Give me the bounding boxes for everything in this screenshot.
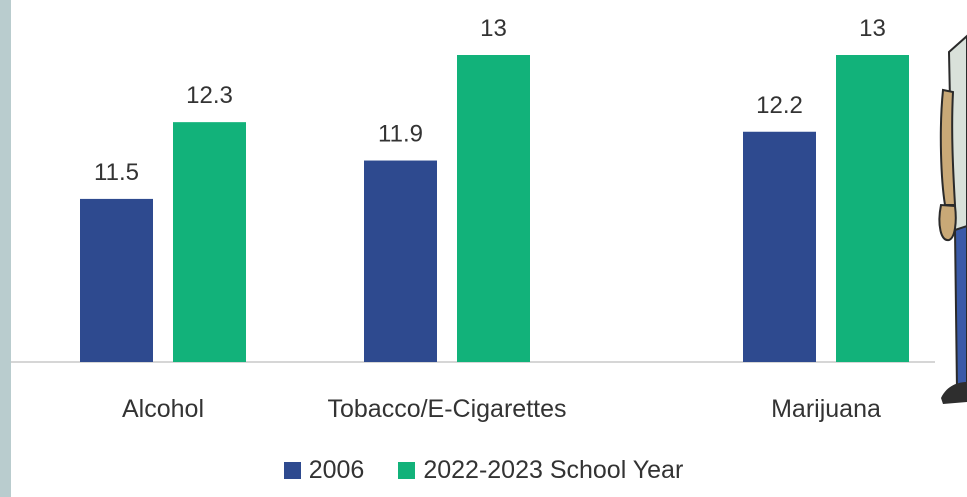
category-label-marijuana: Marijuana [771, 395, 881, 423]
legend-label-series-1: 2006 [308, 455, 365, 484]
data-label-alcohol-series-2: 12.3 [186, 82, 233, 109]
legend: 2006 2022-2023 School Year [0, 450, 967, 490]
category-label-tobacco-e-cigarettes: Tobacco/E-Cigarettes [327, 395, 566, 423]
data-label-marijuana-series-1: 12.2 [756, 92, 803, 119]
bar-alcohol-series-2 [173, 122, 246, 362]
figure-shoe [941, 382, 967, 404]
data-label-tobacco-e-cigarettes-series-1: 11.9 [378, 121, 423, 148]
legend-item-series-2: 2022-2023 School Year [398, 456, 683, 485]
legend-swatch-series-1 [283, 461, 301, 479]
category-label-alcohol: Alcohol [122, 395, 204, 423]
figure-pants [953, 224, 967, 391]
legend-swatch-series-2 [398, 461, 416, 479]
left-border-strip [0, 0, 11, 497]
figure-arm [939, 88, 957, 206]
bar-tobacco-e-cigarettes-series-2 [457, 55, 530, 362]
figure-hand [938, 203, 957, 242]
data-label-alcohol-series-1: 11.5 [94, 159, 139, 186]
legend-label-series-2: 2022-2023 School Year [423, 455, 684, 484]
bar-alcohol-series-1 [80, 198, 153, 362]
cartoon-person-illustration [938, 34, 967, 404]
data-label-marijuana-series-2: 13 [859, 15, 886, 42]
bar-tobacco-e-cigarettes-series-1 [364, 160, 437, 362]
bar-marijuana-series-1 [743, 131, 816, 362]
bar-marijuana-series-2 [836, 55, 909, 362]
data-label-tobacco-e-cigarettes-series-2: 13 [480, 15, 507, 42]
bar-chart: 11.5 12.3 11.9 13 12.2 13 Alcohol Tobacco/E-Ci… [11, 15, 935, 423]
legend-item-series-1: 2006 [283, 455, 365, 485]
